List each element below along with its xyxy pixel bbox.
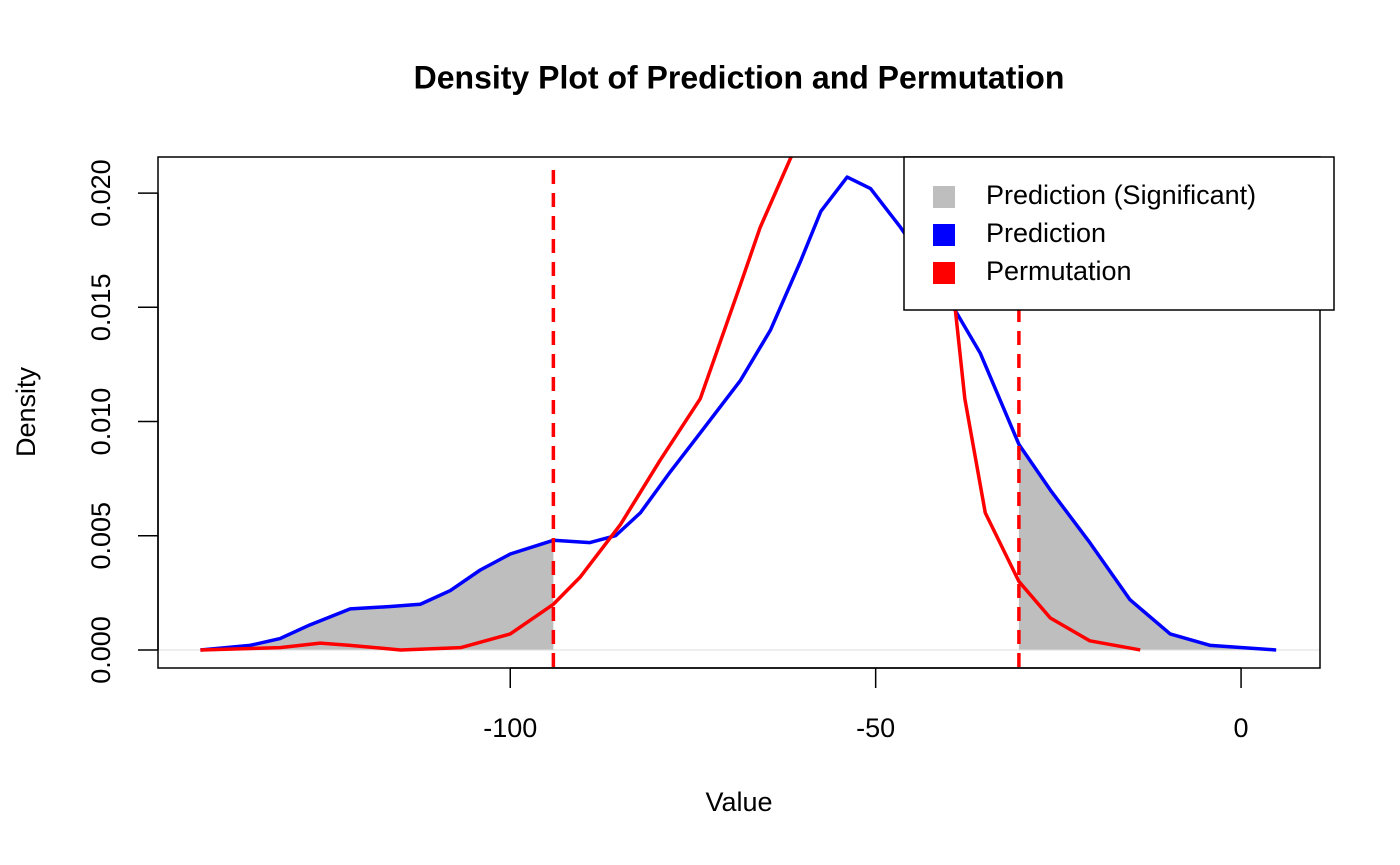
density-line [200,175,1277,652]
density-line [200,157,1141,652]
x-axis-label: Value [705,787,772,817]
y-tick-label: 0.000 [86,616,116,684]
significant-area [200,540,554,650]
legend-swatch [933,224,955,246]
plot-area [158,157,1320,668]
legend-box [903,156,1335,311]
axes: -100 -50 0 0.000 0.005 0.010 0.015 0.020 Predict… [86,156,1335,743]
legend: Prediction (Significant) Prediction Permut… [903,156,1335,311]
legend-swatch [933,262,955,284]
x-tick-label: -50 [856,713,895,743]
y-axis-label: Density [11,366,41,457]
y-tick-label: 0.020 [86,159,116,227]
x-tick-label: 0 [1234,713,1249,743]
legend-label: Prediction (Significant) [986,180,1256,210]
legend-swatch [933,186,955,208]
significant-area [1018,444,1277,650]
y-tick-label: 0.010 [86,388,116,456]
x-tick-label: -100 [483,713,537,743]
y-tick-label: 0.005 [86,502,116,570]
y-tick-label: 0.015 [86,274,116,342]
legend-label: Permutation [986,256,1132,286]
chart-title: Density Plot of Prediction and Permutati… [414,59,1065,95]
legend-label: Prediction [986,218,1106,248]
